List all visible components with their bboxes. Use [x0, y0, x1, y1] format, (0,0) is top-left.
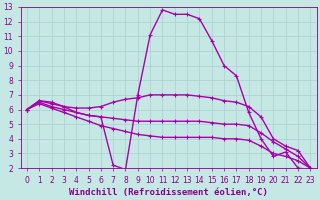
X-axis label: Windchill (Refroidissement éolien,°C): Windchill (Refroidissement éolien,°C): [69, 188, 268, 197]
